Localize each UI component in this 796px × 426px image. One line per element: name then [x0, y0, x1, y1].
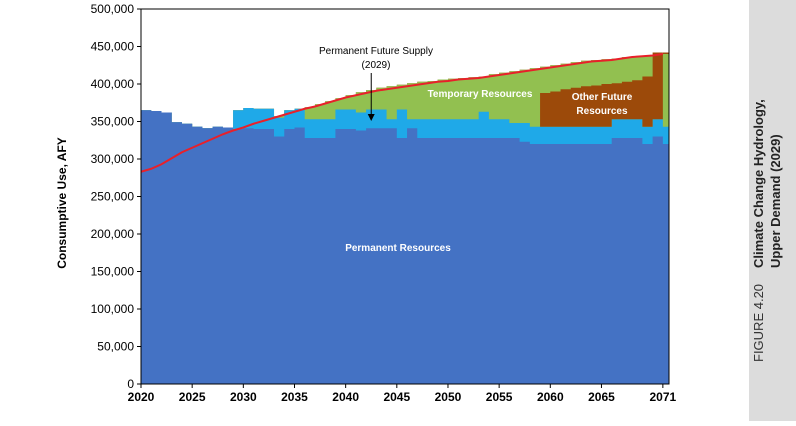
y-tick-label: 0: [127, 377, 134, 391]
x-tick-label: 2025: [179, 390, 206, 404]
chart: 2020 2025 2030 2035 2040 2045 2050 2055 2060 2065…: [55, 2, 677, 404]
y-tick-label: 150,000: [91, 265, 135, 279]
figure-sidebar: FIGURE 4.20 Climate Change Hydrology, Up…: [749, 0, 796, 421]
y-tick-label: 250,000: [91, 190, 135, 204]
y-axis-label: Consumptive Use, AFY: [55, 137, 69, 269]
annotations: Permanent Future Supply (2029) Temporary R…: [319, 46, 633, 254]
supply-line: [140, 53, 664, 173]
annotation-other-line2: Resources: [576, 106, 628, 117]
y-tick-label: 200,000: [91, 227, 135, 241]
annotation-supply-line1: Permanent Future Supply: [319, 46, 433, 57]
other-future-bars-0: [540, 52, 663, 127]
y-tick-label: 450,000: [91, 40, 135, 54]
annotation-arrow-head: [367, 114, 375, 121]
x-tick-label: 2020: [128, 390, 155, 404]
annotation-other-line1: Other Future: [572, 92, 633, 103]
y-tick-label: 400,000: [91, 77, 135, 91]
x-tick-label: 2045: [383, 390, 410, 404]
area-layers: [140, 52, 669, 384]
annotation-supply-line2: (2029): [362, 60, 391, 71]
y-tick-label: 350,000: [91, 115, 135, 129]
x-tick-label: 2055: [486, 390, 513, 404]
annotation-temporary: Temporary Resources: [428, 89, 533, 100]
annotation-permanent: Permanent Resources: [345, 243, 451, 254]
y-tick-label: 100,000: [91, 302, 135, 316]
x-axis: 2020 2025 2030 2035 2040 2045 2050 2055 2060 2065…: [128, 384, 677, 404]
series-area-0: [141, 110, 669, 384]
y-axis: 0 50,000 100,000 150,000 200,000 250,000 300,0…: [91, 2, 141, 391]
figure-title-line1: Climate Change Hydrology,: [751, 99, 766, 268]
x-tick-label: 2060: [537, 390, 564, 404]
x-tick-label: 2050: [435, 390, 462, 404]
figure-title-line2: Upper Demand (2029): [768, 134, 783, 268]
x-tick-label: 2065: [588, 390, 615, 404]
x-tick-label: 2030: [230, 390, 257, 404]
x-tick-label: 2071: [650, 390, 677, 404]
x-tick-label: 2035: [281, 390, 308, 404]
y-tick-label: 50,000: [97, 340, 134, 354]
y-tick-label: 300,000: [91, 152, 135, 166]
y-tick-label: 500,000: [91, 2, 135, 16]
x-tick-label: 2040: [332, 390, 359, 404]
figure-label: FIGURE 4.20: [751, 284, 766, 362]
